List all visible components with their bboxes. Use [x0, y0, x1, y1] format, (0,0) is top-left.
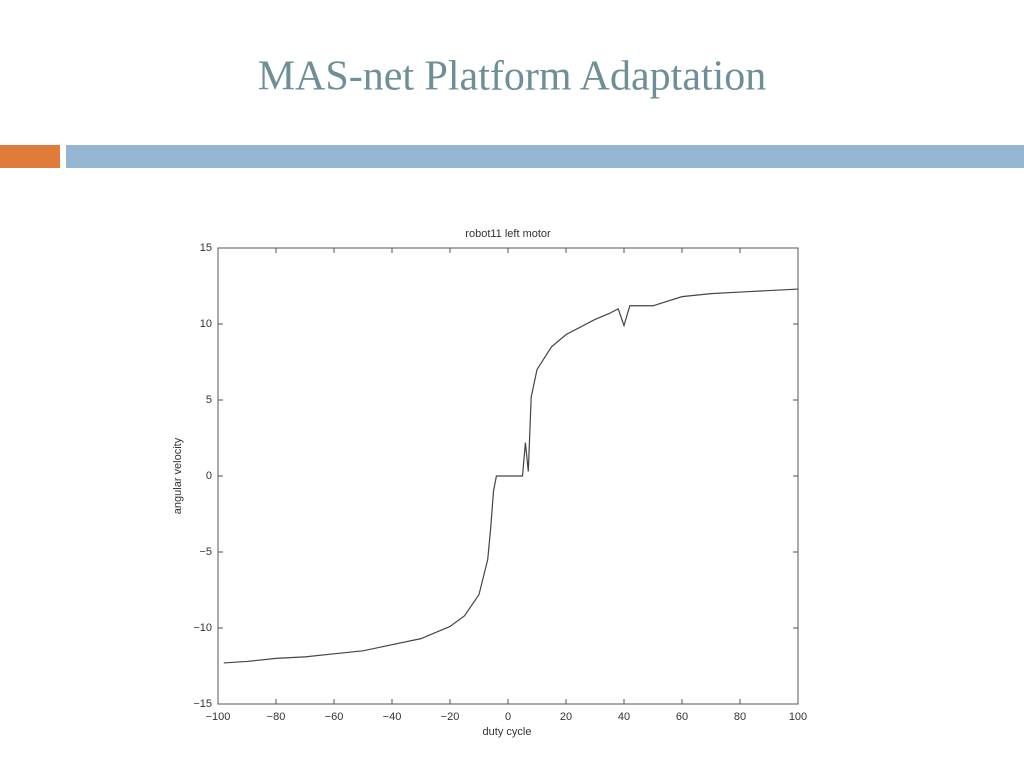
data-line — [223, 288, 799, 664]
header-bar — [66, 145, 1024, 168]
y-tick-label: 0 — [206, 470, 212, 482]
x-tick-label: −40 — [383, 711, 402, 723]
y-tick-label: −5 — [199, 546, 212, 558]
y-tick-label: −15 — [193, 698, 212, 710]
x-tick-label: −20 — [441, 711, 460, 723]
x-tick-label: 60 — [676, 711, 688, 723]
x-tick-label: 100 — [789, 711, 807, 723]
x-tick-label: 0 — [505, 711, 511, 723]
y-tick-label: 5 — [206, 394, 212, 406]
x-tick-label: −100 — [206, 711, 231, 723]
slide-title: MAS-net Platform Adaptation — [258, 54, 767, 100]
y-tick-label: 10 — [200, 318, 212, 330]
accent-bar — [0, 145, 60, 168]
chart-title: robot11 left motor — [465, 228, 551, 240]
x-axis-label: duty cycle — [483, 726, 532, 738]
y-axis-label: angular velocity — [172, 437, 184, 514]
y-tick-label: 15 — [200, 242, 212, 254]
chart: robot11 left motor duty cycle angular ve… — [172, 228, 807, 738]
y-tick-label: −10 — [193, 622, 212, 634]
x-tick-label: −60 — [325, 711, 344, 723]
x-tick-label: 80 — [734, 711, 746, 723]
x-tick-label: 40 — [618, 711, 630, 723]
x-tick-label: 20 — [560, 711, 572, 723]
x-tick-label: −80 — [267, 711, 286, 723]
